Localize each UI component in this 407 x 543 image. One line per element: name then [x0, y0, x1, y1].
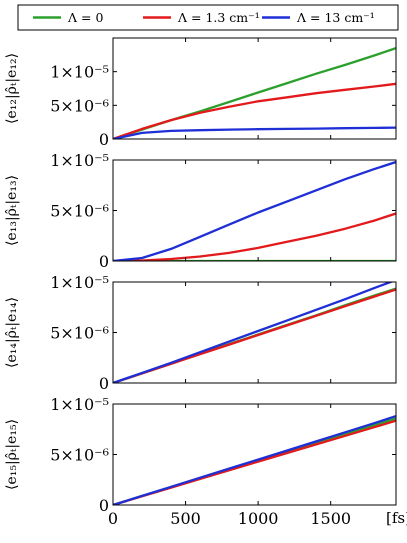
- x-axis-unit: [fs]: [386, 509, 407, 527]
- y-tick-label: 0: [99, 252, 109, 271]
- series-line-1: [113, 212, 396, 261]
- y-tick-label: 1×10⁻⁵: [50, 273, 109, 292]
- series-line-2: [113, 415, 396, 505]
- legend: Λ = 0 Λ = 1.3 cm⁻¹ Λ = 13 cm⁻¹: [17, 4, 399, 31]
- plot-frame: [112, 37, 397, 140]
- y-tick-label: 0: [99, 496, 109, 515]
- panel-e12: 0 5×10⁻⁶ 1×10⁻⁵ ⟨e₁₂|ρ̂ₜ|e₁₂⟩: [4, 37, 397, 149]
- y-tick-label: 0: [99, 374, 109, 393]
- x-tick-label: 1500: [310, 509, 351, 528]
- legend-label-0: Λ = 0: [67, 10, 103, 25]
- y-tick-label: 5×10⁻⁶: [50, 96, 109, 115]
- legend-label-2: Λ = 13 cm⁻¹: [296, 10, 375, 25]
- legend-label-1: Λ = 1.3 cm⁻¹: [177, 10, 260, 25]
- y-axis-label: ⟨e₁₅|ρ̂ₜ|e₁₅⟩: [4, 419, 20, 490]
- panel-e13: 0 5×10⁻⁶ 1×10⁻⁵ ⟨e₁₃|ρ̂ₜ|e₁₃⟩: [4, 151, 397, 271]
- legend-frame: [17, 4, 399, 31]
- y-tick-label: 1×10⁻⁵: [50, 151, 109, 170]
- x-tick-label: 500: [170, 509, 201, 528]
- series-line-2: [113, 160, 396, 261]
- series-line-2: [113, 126, 396, 139]
- x-tick-label: 1000: [238, 509, 279, 528]
- x-tick-label: 0: [108, 509, 118, 528]
- panel-e15: 0 5×10⁻⁶ 1×10⁻⁵ ⟨e₁₅|ρ̂ₜ|e₁₅⟩: [4, 395, 397, 515]
- y-tick-label: 1×10⁻⁵: [50, 63, 109, 82]
- y-tick-label: 5×10⁻⁶: [50, 202, 109, 221]
- series-line-2: [113, 282, 394, 383]
- x-tick-labels: 0 500 1000 1500: [108, 509, 351, 528]
- y-tick-label: 5×10⁻⁶: [50, 324, 109, 343]
- y-axis-label: ⟨e₁₂|ρ̂ₜ|e₁₂⟩: [4, 53, 20, 124]
- y-tick-label: 1×10⁻⁵: [50, 395, 109, 414]
- series-line-1: [113, 82, 396, 139]
- y-axis-label: ⟨e₁₃|ρ̂ₜ|e₁₃⟩: [4, 175, 20, 246]
- plot-frame: [112, 403, 397, 506]
- y-axis-label: ⟨e₁₄|ρ̂ₜ|e₁₄⟩: [4, 297, 20, 368]
- panel-e14: 0 5×10⁻⁶ 1×10⁻⁵ ⟨e₁₄|ρ̂ₜ|e₁₄⟩: [4, 273, 397, 393]
- y-tick-label: 5×10⁻⁶: [50, 446, 109, 465]
- y-tick-label: 0: [99, 130, 109, 149]
